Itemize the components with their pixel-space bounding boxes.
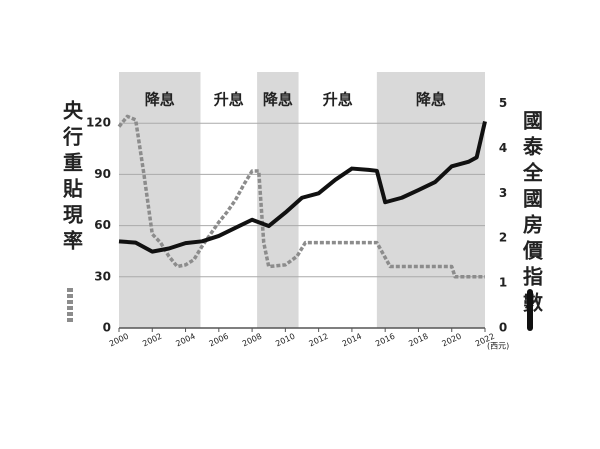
series-line [118,120,487,254]
x-tick-label: 2016 [374,332,396,349]
x-tick-label: 2018 [407,332,429,349]
y-tick-label: 90 [94,167,111,181]
period-band [200,72,258,328]
period-band [119,72,201,328]
x-tick-label: 2006 [208,332,230,349]
x-tick-label: 2010 [274,332,296,349]
x-tick-label: 2000 [108,332,130,349]
y2-tick-label: 0 [499,321,507,335]
period-band [257,72,299,328]
period-band [298,72,377,328]
period-label: 升息 [323,91,353,109]
x-tick-label: 2012 [308,332,330,349]
y2-tick-label: 4 [499,141,507,155]
y2-tick-label: 2 [499,231,507,245]
series-line [117,114,485,279]
y2-tick-label: 5 [499,96,507,110]
y-tick-label: 30 [94,269,111,283]
x-tick-label: 2004 [174,332,196,349]
axis-title: 國泰全國房價指數 [520,110,544,318]
period-label: 升息 [214,91,244,109]
y-tick-label: 120 [86,116,111,130]
period-label: 降息 [263,91,293,109]
y-tick-label: 0 [103,321,111,335]
y2-tick-label: 3 [499,186,507,200]
x-unit: (西元) [487,342,509,351]
y2-tick-label: 1 [499,276,507,290]
x-tick-label: 2002 [141,332,163,349]
x-tick-label: 2008 [241,332,263,349]
x-tick-label: 2020 [441,332,463,349]
axis-title: 央行重貼現率 [60,100,84,256]
period-label: 降息 [416,91,446,109]
y-tick-label: 60 [94,218,111,232]
x-tick-label: 2014 [341,332,363,349]
period-label: 降息 [145,91,175,109]
